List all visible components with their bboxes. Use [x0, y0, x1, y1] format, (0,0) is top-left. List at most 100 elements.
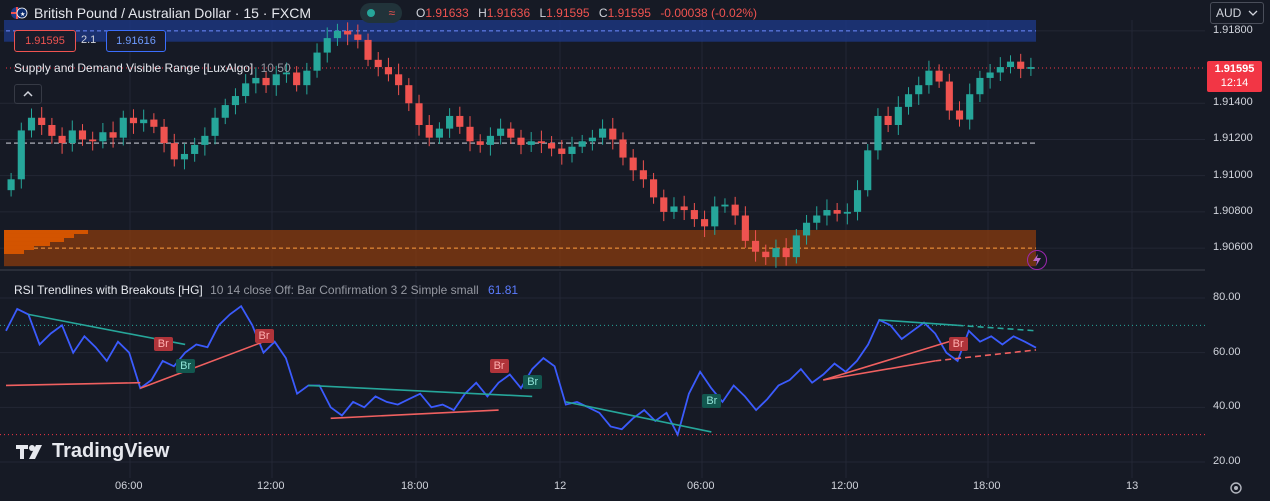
- volume-profile-bar: [4, 249, 24, 254]
- breakout-label-bull: Br: [176, 358, 196, 373]
- candle: [323, 38, 331, 53]
- candle: [864, 150, 872, 191]
- market-status-badge[interactable]: ≈: [360, 3, 402, 23]
- candle: [813, 215, 821, 223]
- candle: [548, 143, 556, 149]
- gbp-aud-flags-icon: ★: [11, 7, 28, 19]
- candle: [242, 83, 250, 97]
- time-axis-tick: 06:00: [687, 480, 715, 492]
- candle: [221, 105, 229, 118]
- candle: [639, 170, 647, 180]
- candle: [711, 206, 719, 227]
- breakout-label-bull: Br: [702, 394, 722, 409]
- candle: [915, 85, 923, 95]
- candle: [272, 74, 280, 86]
- candle: [1017, 61, 1025, 69]
- candle: [833, 210, 841, 214]
- rsi-trendline: [823, 360, 936, 381]
- symbol-logo[interactable]: ★: [10, 4, 28, 22]
- candle: [231, 96, 240, 106]
- candle: [333, 30, 342, 39]
- candle: [986, 72, 994, 78]
- candle: [629, 157, 637, 171]
- breakout-label-bear: Br: [948, 336, 968, 351]
- candle: [874, 115, 882, 151]
- candle: [364, 39, 372, 60]
- candle: [170, 143, 178, 160]
- price-axis-tick: 1.90800: [1213, 204, 1253, 217]
- candle: [823, 210, 831, 216]
- candle: [466, 126, 474, 142]
- currency-selector[interactable]: AUD: [1210, 2, 1264, 24]
- volume-profile-bar: [4, 233, 74, 238]
- candle: [27, 117, 36, 131]
- sell-button[interactable]: 1.91595: [14, 30, 76, 52]
- candle: [731, 204, 739, 216]
- volume-profile-bar: [4, 237, 64, 242]
- candle: [374, 59, 382, 68]
- candle: [160, 126, 168, 144]
- time-axis-tick: 12: [554, 480, 567, 492]
- candle: [384, 67, 392, 75]
- price-axis-tick: 1.91800: [1213, 23, 1253, 36]
- rsi-axis-tick: 80.00: [1213, 291, 1241, 303]
- candle: [140, 119, 148, 124]
- collapse-button[interactable]: [14, 84, 42, 104]
- axis-settings-button[interactable]: [1228, 480, 1244, 496]
- candle: [78, 130, 87, 140]
- rsi-trendline: [957, 324, 1037, 332]
- candle: [721, 204, 729, 207]
- candle: [609, 128, 617, 140]
- sell-price: 1.91595: [25, 35, 65, 47]
- candle: [446, 115, 454, 129]
- candle: [925, 70, 933, 86]
- candle: [476, 141, 484, 145]
- buy-button[interactable]: 1.91616: [106, 30, 166, 52]
- candle: [99, 132, 107, 142]
- breakout-label-bull: Br: [523, 375, 543, 390]
- rsi-trendline: [879, 319, 958, 327]
- indicator-supply-demand[interactable]: Supply and Demand Visible Range [LuxAlgo…: [14, 61, 291, 75]
- candle: [527, 141, 535, 145]
- candle: [211, 117, 219, 136]
- indicator-name: Supply and Demand Visible Range [LuxAlgo…: [14, 61, 254, 75]
- candle: [293, 72, 301, 86]
- time-axis-tick: 12:00: [257, 480, 285, 492]
- low-value: 1.91595: [546, 6, 590, 20]
- candle: [48, 124, 56, 136]
- currency-label: AUD: [1216, 6, 1242, 20]
- candle: [537, 141, 545, 144]
- tradingview-logo-icon: [16, 444, 42, 459]
- tradingview-watermark[interactable]: TradingView: [16, 440, 169, 463]
- symbol-name[interactable]: British Pound / Australian Dollar · 15 ·…: [34, 5, 311, 21]
- candle: [660, 197, 668, 212]
- candle: [415, 103, 423, 125]
- rsi-axis-tick: 40.00: [1213, 400, 1241, 413]
- alert-button[interactable]: [1027, 250, 1047, 270]
- candle: [1027, 67, 1035, 69]
- rsi-trendline: [935, 349, 1037, 362]
- rsi-axis-tick: 20.00: [1213, 455, 1241, 467]
- candle: [772, 248, 780, 258]
- indicator-rsi[interactable]: RSI Trendlines with Breakouts [HG] 10 14…: [14, 283, 518, 297]
- candle: [945, 81, 953, 111]
- price-axis-tick: 1.91000: [1213, 168, 1253, 181]
- low-label: L: [539, 6, 547, 20]
- candle: [507, 128, 515, 138]
- candle: [517, 137, 525, 145]
- gear-icon: [1230, 482, 1242, 494]
- indicator-name: RSI Trendlines with Breakouts [HG]: [14, 283, 203, 297]
- time-axis-tick: 13: [1126, 480, 1139, 492]
- candle: [558, 148, 566, 154]
- change-value: -0.00038 (-0.02%): [660, 6, 758, 20]
- price-axis-tick: 1.91400: [1213, 96, 1253, 109]
- rsi-trendline: [823, 338, 958, 381]
- candle: [58, 135, 66, 144]
- spread-value: 2.1: [81, 34, 97, 46]
- candle: [680, 206, 688, 211]
- buy-price: 1.91616: [116, 35, 156, 47]
- indicator-params: 10 14 close Off: Bar Confirmation 3 2 Si…: [210, 283, 479, 297]
- candle: [741, 215, 749, 241]
- open-value: 1.91633: [425, 6, 469, 20]
